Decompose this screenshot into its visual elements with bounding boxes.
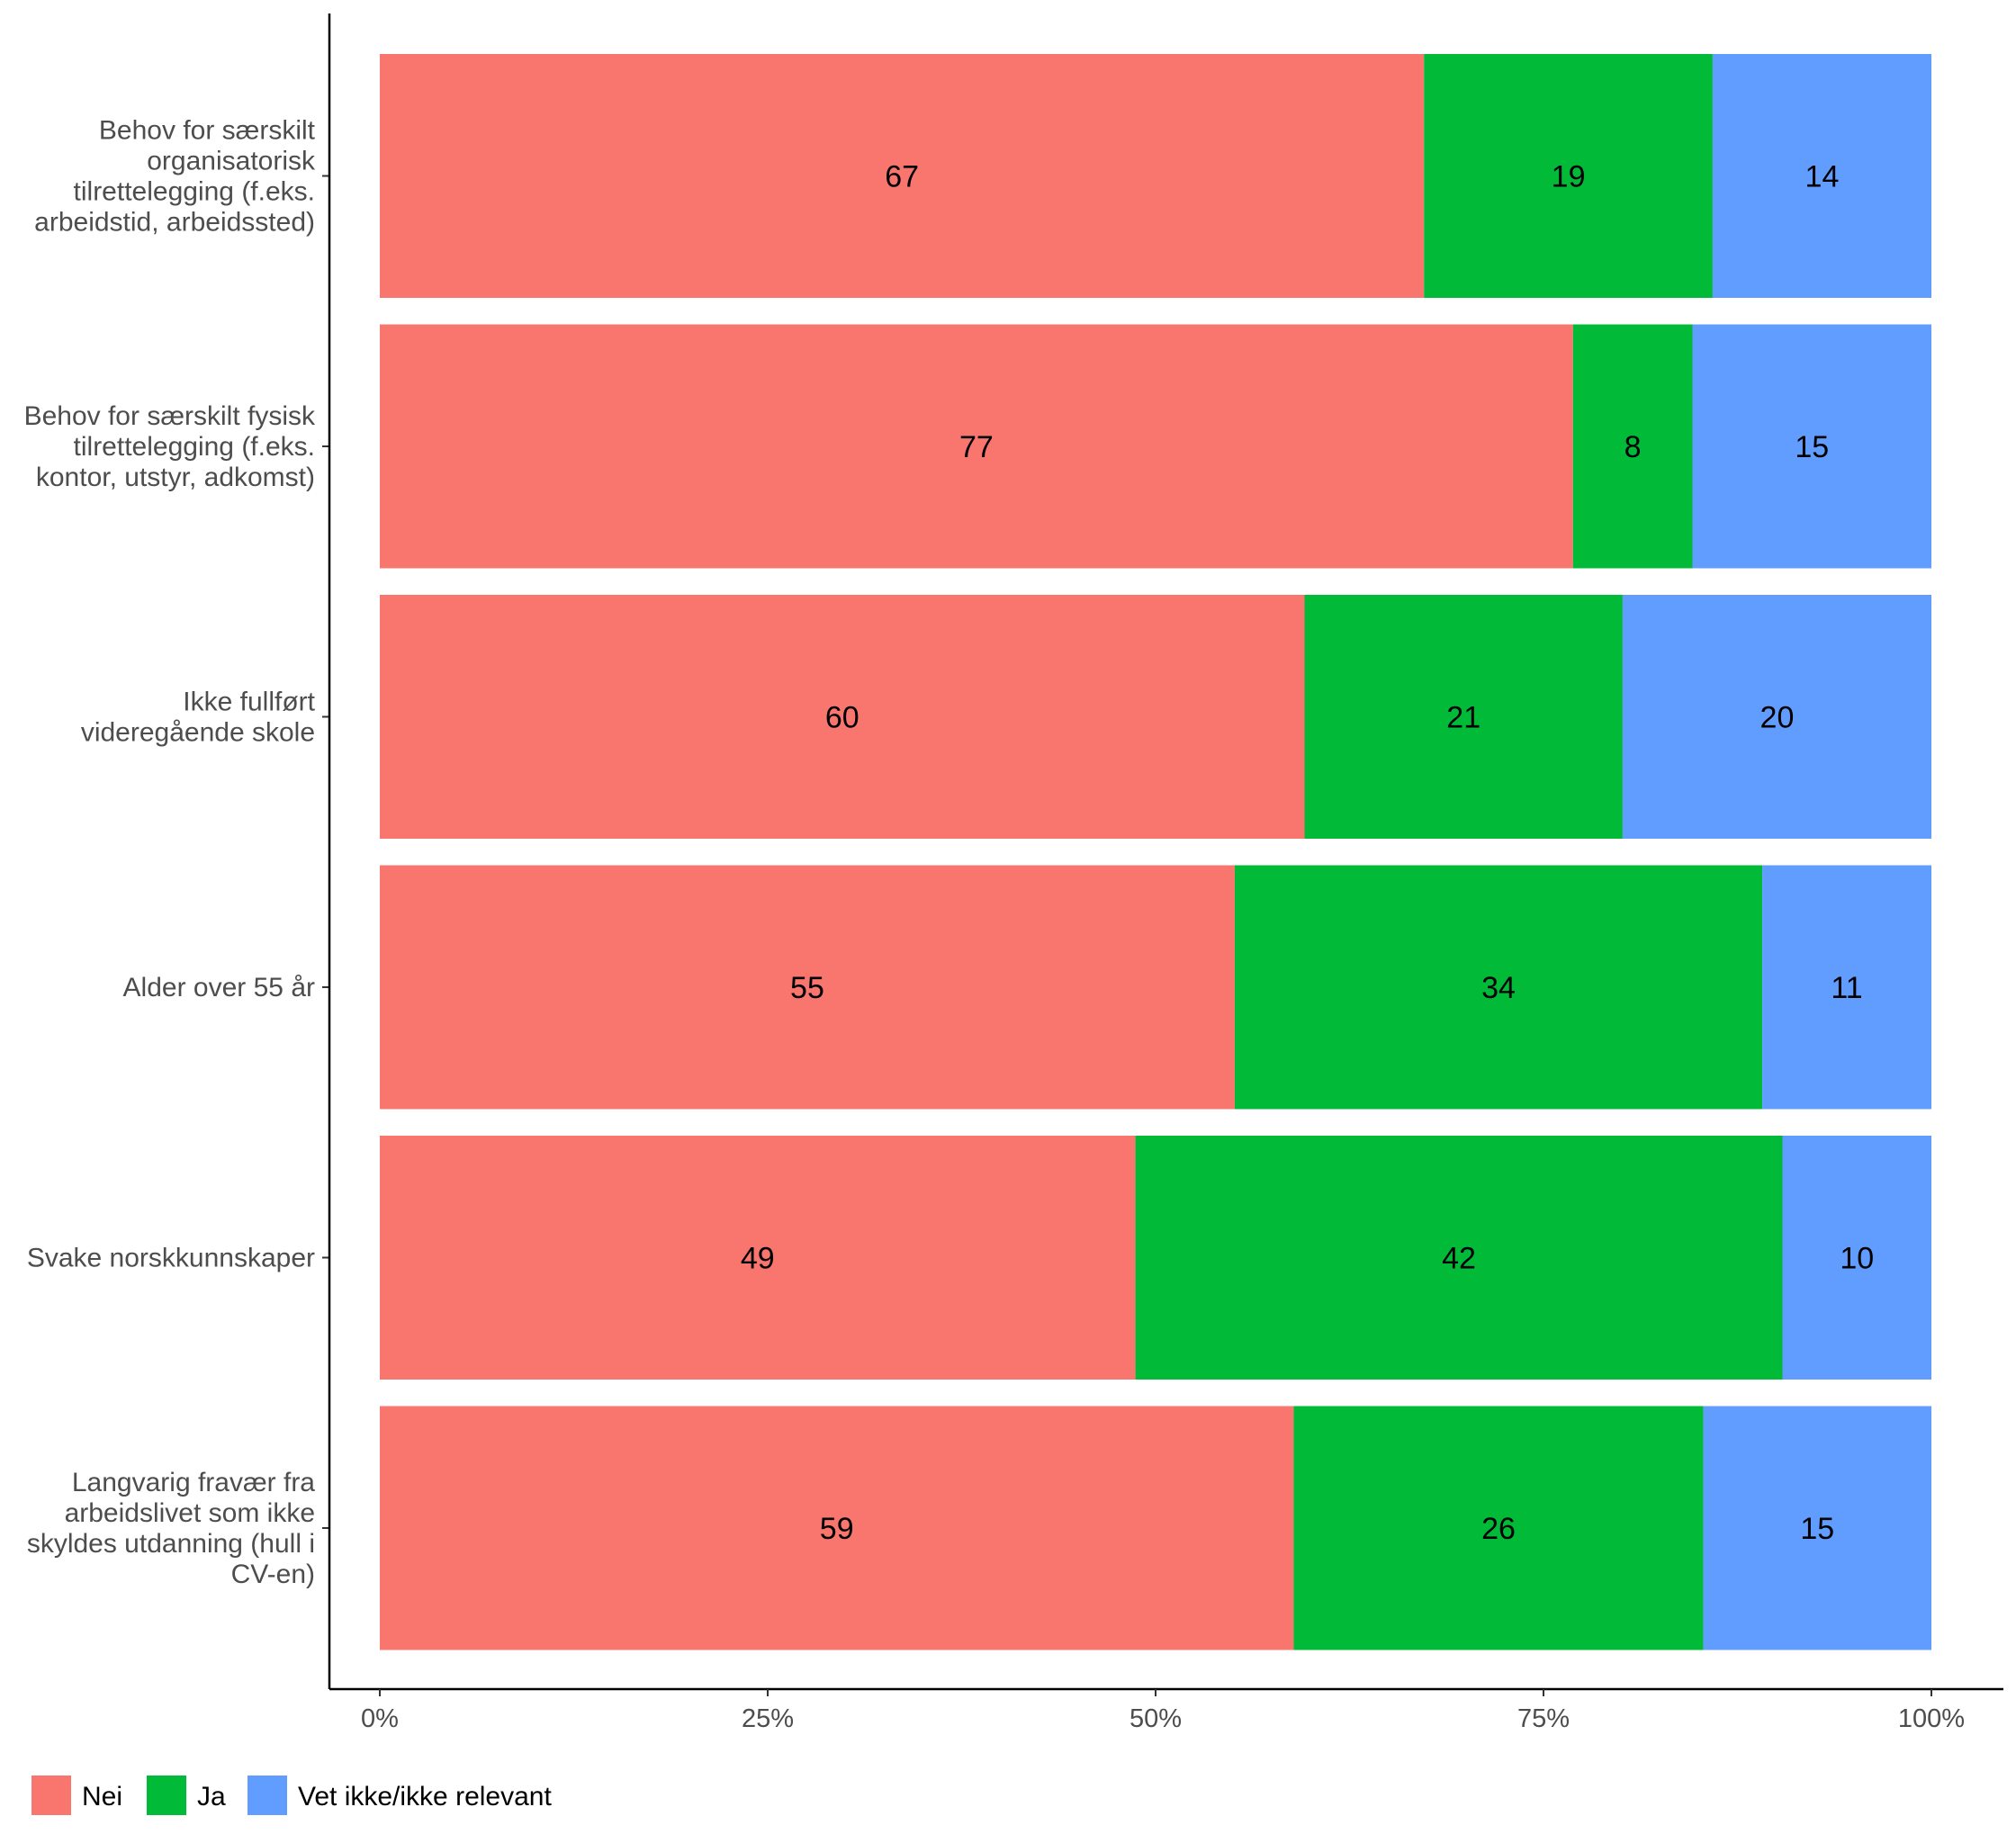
data-label-1-0: 19 [1552, 160, 1586, 194]
bar-segment-nei-1 [380, 324, 1573, 569]
category-label-4: Svake norskkunnskaper [27, 1244, 315, 1273]
bar-segment-ja-2 [1304, 595, 1623, 839]
legend-label-0: Nei [82, 1782, 122, 1812]
bar-segment-vet-ikke-ikke-relevant-0 [1712, 54, 1931, 298]
category-label-5: Langvarig fravær fra arbeidslivet som ikk… [27, 1468, 315, 1589]
legend-label-1: Ja [197, 1782, 226, 1812]
x-tick-label-1: 25% [742, 1704, 794, 1733]
bar-segment-ja-0 [1424, 54, 1713, 298]
data-label-0-1: 77 [959, 430, 994, 464]
data-label-2-3: 11 [1831, 971, 1862, 1005]
bars-layer: 67 19 14 77 8 15 60 21 20 55 34 11 49 42 10 59 26 15 [380, 54, 1931, 1650]
category-label-2: Ikke fullført videregående skole [81, 688, 316, 748]
data-label-2-2: 20 [1760, 701, 1795, 735]
bar-segment-ja-1 [1572, 324, 1693, 569]
bar-segment-vet-ikke-ikke-relevant-3 [1762, 865, 1931, 1110]
data-label-0-4: 49 [741, 1242, 775, 1276]
data-label-2-5: 15 [1800, 1512, 1834, 1546]
category-label-3: Alder over 55 år [123, 973, 315, 1002]
legend-swatch-2 [248, 1776, 287, 1815]
data-label-1-2: 21 [1446, 701, 1480, 735]
x-tick-label-3: 75% [1517, 1704, 1570, 1733]
bar-segment-vet-ikke-ikke-relevant-1 [1692, 324, 1931, 569]
bar-segment-ja-5 [1293, 1406, 1704, 1650]
bar-segment-vet-ikke-ikke-relevant-5 [1703, 1406, 1931, 1650]
data-label-1-1: 8 [1624, 430, 1642, 464]
bar-segment-nei-5 [380, 1406, 1294, 1650]
data-label-1-3: 34 [1481, 971, 1516, 1005]
category-label-1: Behov for særskilt fysisk tilrettelegging… [24, 401, 316, 492]
bar-segment-nei-3 [380, 865, 1235, 1110]
legend: Nei Ja Vet ikke/ikke relevant [32, 1776, 552, 1815]
data-label-2-0: 14 [1805, 160, 1840, 194]
data-label-0-3: 55 [790, 971, 824, 1005]
data-label-0-5: 59 [820, 1512, 854, 1546]
legend-swatch-0 [32, 1776, 71, 1815]
legend-swatch-1 [147, 1776, 186, 1815]
legend-label-2: Vet ikke/ikke relevant [298, 1782, 552, 1812]
data-label-1-4: 42 [1442, 1242, 1476, 1276]
axes-layer: Behov for særskilt organisatorisk tilrette… [24, 13, 2003, 1733]
category-label-0: Behov for særskilt organisatorisk tilrette… [34, 116, 316, 238]
x-tick-label-4: 100% [1898, 1704, 1965, 1733]
bar-segment-nei-0 [380, 54, 1425, 298]
data-label-0-2: 60 [825, 701, 860, 735]
x-tick-label-0: 0% [361, 1704, 399, 1733]
bar-segment-nei-2 [380, 595, 1305, 839]
data-label-2-4: 10 [1840, 1242, 1874, 1276]
data-label-1-5: 26 [1481, 1512, 1516, 1546]
bar-segment-ja-3 [1234, 865, 1763, 1110]
bar-segment-nei-4 [380, 1136, 1136, 1380]
bar-segment-ja-4 [1135, 1136, 1783, 1380]
bar-segment-vet-ikke-ikke-relevant-2 [1622, 595, 1931, 839]
x-tick-label-2: 50% [1130, 1704, 1182, 1733]
data-label-0-0: 67 [885, 160, 919, 194]
bar-segment-vet-ikke-ikke-relevant-4 [1782, 1136, 1931, 1380]
data-label-2-1: 15 [1795, 430, 1829, 464]
